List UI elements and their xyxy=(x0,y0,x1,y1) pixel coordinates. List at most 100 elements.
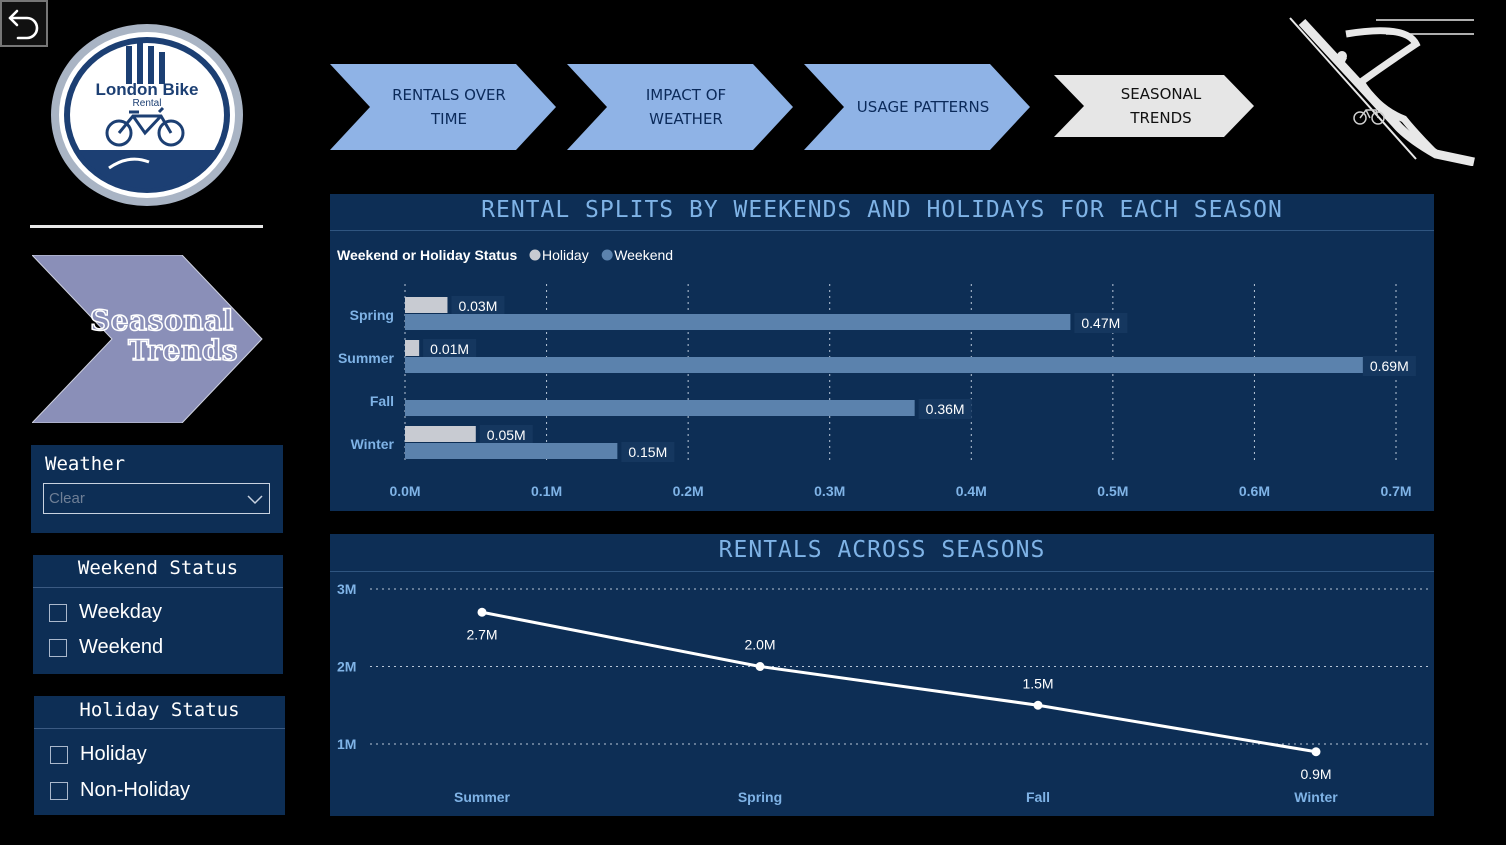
weekend-status-title: Weekend Status xyxy=(77,557,239,579)
legend-item-holiday[interactable]: Holiday xyxy=(542,247,589,263)
weather-dropdown[interactable]: Clear xyxy=(43,483,270,514)
legend-marker-weekend xyxy=(601,249,613,261)
weekend-option-weekend[interactable]: Weekend xyxy=(49,636,163,659)
banner-line1: Seasonal xyxy=(89,303,234,338)
holiday-status-title: Holiday Status xyxy=(79,699,240,721)
bar-weekend-winter[interactable] xyxy=(405,443,618,459)
holiday-status-divider xyxy=(34,728,285,729)
data-label-bg xyxy=(621,442,675,462)
x-category-label: Spring xyxy=(738,789,782,805)
weekend-option-weekday[interactable]: Weekday xyxy=(49,601,162,624)
data-label-bg xyxy=(1362,356,1416,376)
non-holiday-label: Non-Holiday xyxy=(80,779,191,801)
holiday-option-non-holiday[interactable]: Non-Holiday xyxy=(50,779,190,802)
data-point-summer[interactable] xyxy=(477,607,487,617)
holiday-label: Holiday xyxy=(80,743,147,765)
x-tick-label: 0.2M xyxy=(673,483,704,499)
y-tick-label: 1M xyxy=(337,736,356,752)
holiday-status-slicer: Holiday Status Holiday Non-Holiday xyxy=(34,696,285,815)
data-label: 0.9M xyxy=(1300,766,1331,782)
bar-holiday-spring[interactable] xyxy=(405,297,448,313)
category-label: Fall xyxy=(370,393,394,409)
x-tick-label: 0.3M xyxy=(814,483,845,499)
x-tick-label: 0.1M xyxy=(531,483,562,499)
weather-dropdown-value: Clear xyxy=(49,490,85,507)
bar-weekend-fall[interactable] xyxy=(405,400,915,416)
nav-impact-of-weather[interactable]: IMPACT OF WEATHER xyxy=(567,64,795,150)
data-label-bg xyxy=(479,425,533,445)
banner-line2: Trends xyxy=(127,333,239,368)
y-tick-label: 2M xyxy=(337,659,356,675)
x-category-label: Summer xyxy=(454,789,511,805)
legend-item-weekend[interactable]: Weekend xyxy=(614,247,673,263)
rental-splits-bar-chart: Weekend or Holiday Status Holiday Weekend 0… xyxy=(337,247,1416,499)
rentals-across-seasons-line-chart: 1M 2M 3M 2.7M Summer 2.0M Spring 1.5M Fall 0.9M Wi… xyxy=(337,581,1428,805)
x-tick-label: 0.4M xyxy=(956,483,987,499)
holiday-option-holiday[interactable]: Holiday xyxy=(50,743,147,766)
non-holiday-checkbox[interactable] xyxy=(50,781,68,800)
y-tick-label: 3M xyxy=(337,581,356,597)
logo-subtitle: Rental xyxy=(133,98,162,109)
category-label: Spring xyxy=(350,307,394,323)
category-label: Summer xyxy=(338,350,395,366)
logo-title: London Bike xyxy=(96,80,199,99)
data-point-spring[interactable] xyxy=(755,662,765,671)
weekend-label: Weekend xyxy=(79,636,164,658)
london-bike-rental-logo: London Bike Rental xyxy=(49,22,245,208)
bar-weekend-spring[interactable] xyxy=(405,314,1071,330)
weather-slicer: Weather Clear xyxy=(31,445,283,533)
holiday-checkbox[interactable] xyxy=(50,745,68,764)
category-label: Winter xyxy=(351,436,395,452)
bar-holiday-summer[interactable] xyxy=(405,340,420,356)
data-label-bg xyxy=(1074,313,1128,333)
rentals-across-seasons-title: RENTALS ACROSS SEASONS xyxy=(718,537,1046,563)
data-label-bg xyxy=(423,339,477,359)
nav-usage-patterns-label: USAGE PATTERNS xyxy=(856,98,990,116)
rental-splits-chart-title: RENTAL SPLITS BY WEEKENDS AND HOLIDAYS F… xyxy=(481,197,1283,223)
bike-route-illustration xyxy=(1286,14,1476,167)
rental-splits-title-divider xyxy=(330,230,1434,231)
data-label-bg xyxy=(918,399,972,419)
x-tick-label: 0.7M xyxy=(1380,483,1411,499)
rentals-across-seasons-panel: RENTALS ACROSS SEASONS 1M 2M 3M 2.7M Summer 2… xyxy=(330,534,1434,816)
data-label: 2.7M xyxy=(466,626,497,642)
rentals-across-seasons-divider xyxy=(330,571,1434,572)
rental-splits-chart-panel: RENTAL SPLITS BY WEEKENDS AND HOLIDAYS F… xyxy=(330,194,1434,511)
weather-slicer-title: Weather xyxy=(45,453,126,475)
data-label: 0.03M xyxy=(458,298,497,314)
x-category-label: Fall xyxy=(1026,789,1050,805)
weekend-checkbox[interactable] xyxy=(49,638,67,657)
back-arrow-icon xyxy=(8,9,39,39)
data-label: 0.15M xyxy=(628,444,667,460)
weekend-status-divider xyxy=(33,587,283,588)
x-tick-label: 0.5M xyxy=(1097,483,1128,499)
data-label: 2.0M xyxy=(744,637,775,653)
data-label-bg xyxy=(451,296,505,316)
nav-usage-patterns[interactable]: USAGE PATTERNS xyxy=(804,64,1032,150)
bar-weekend-summer[interactable] xyxy=(405,357,1382,373)
data-label: 0.36M xyxy=(926,401,965,417)
x-tick-label: 0.6M xyxy=(1239,483,1270,499)
legend-marker-holiday xyxy=(529,249,541,261)
logo-divider xyxy=(30,225,263,228)
legend-title: Weekend or Holiday Status xyxy=(337,247,517,263)
data-label: 0.05M xyxy=(487,427,526,443)
weekday-checkbox[interactable] xyxy=(49,603,67,622)
data-point-winter[interactable] xyxy=(1311,747,1321,757)
data-point-fall[interactable] xyxy=(1033,700,1043,710)
back-button[interactable] xyxy=(0,0,48,47)
page-banner-seasonal-trends: Seasonal Trends xyxy=(30,254,264,424)
weekday-label: Weekday xyxy=(79,601,163,623)
nav-seasonal-trends-label: SEASONAL TRENDS xyxy=(1120,85,1202,127)
series-line xyxy=(481,610,1317,754)
chevron-down-icon xyxy=(247,495,263,505)
bar-holiday-winter[interactable] xyxy=(405,426,476,442)
data-label: 1.5M xyxy=(1022,675,1053,691)
data-label: 0.69M xyxy=(1370,358,1409,374)
nav-rentals-over-time[interactable]: RENTALS OVER TIME xyxy=(330,64,558,150)
data-label: 0.01M xyxy=(430,341,469,357)
x-tick-label: 0.0M xyxy=(389,483,420,499)
nav-seasonal-trends[interactable]: SEASONAL TRENDS xyxy=(1054,75,1258,137)
data-label: 0.47M xyxy=(1081,315,1120,331)
nav-impact-of-weather-label: IMPACT OF WEATHER xyxy=(645,86,727,128)
